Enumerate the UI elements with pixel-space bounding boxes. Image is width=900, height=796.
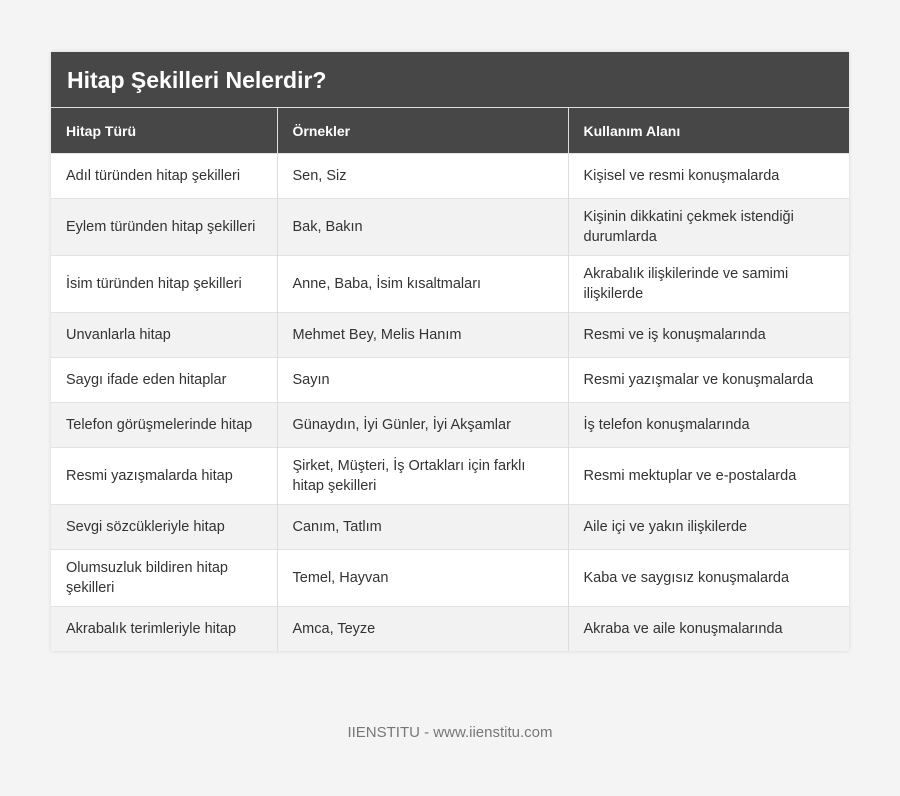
table-cell: Telefon görüşmelerinde hitap [51, 402, 278, 448]
table-row: Saygı ifade eden hitaplar Sayın Resmi yazı… [51, 357, 849, 403]
table-cell: Kişinin dikkatini çekmek istendiği durum… [568, 198, 849, 256]
table-cell: Unvanlarla hitap [51, 312, 278, 358]
table-title: Hitap Şekilleri Nelerdir? [51, 52, 849, 108]
table-cell: Sayın [277, 357, 569, 403]
table-cell: İş telefon konuşmalarında [568, 402, 849, 448]
table-cell: Günaydın, İyi Günler, İyi Akşamlar [277, 402, 569, 448]
table-cell: Olumsuzluk bildiren hitap şekilleri [51, 549, 278, 607]
table-cell: Sevgi sözcükleriyle hitap [51, 504, 278, 550]
table-cell: Resmi mektuplar ve e-postalarda [568, 447, 849, 505]
table-row: Unvanlarla hitap Mehmet Bey, Melis Hanım R… [51, 312, 849, 358]
table-row: Telefon görüşmelerinde hitap Günaydın, İy… [51, 402, 849, 448]
data-table: Hitap Türü Örnekler Kullanım Alanı Adıl … [51, 108, 849, 651]
table-cell: Eylem türünden hitap şekilleri [51, 198, 278, 256]
table-cell: Akraba ve aile konuşmalarında [568, 606, 849, 651]
header-cell: Kullanım Alanı [568, 108, 849, 154]
table-cell: Canım, Tatlım [277, 504, 569, 550]
table-row: Sevgi sözcükleriyle hitap Canım, Tatlım Ai… [51, 504, 849, 550]
table-cell: Adıl türünden hitap şekilleri [51, 153, 278, 199]
footer-credit: IIENSTITU - www.iienstitu.com [347, 724, 553, 741]
table-cell: Şirket, Müşteri, İş Ortakları için farkl… [277, 447, 569, 505]
table-cell: Saygı ifade eden hitaplar [51, 357, 278, 403]
table-card: Hitap Şekilleri Nelerdir? Hitap Türü Örn… [51, 52, 849, 651]
table-cell: Akrabalık terimleriyle hitap [51, 606, 278, 651]
table-cell: İsim türünden hitap şekilleri [51, 255, 278, 313]
table-cell: Amca, Teyze [277, 606, 569, 651]
table-cell: Kişisel ve resmi konuşmalarda [568, 153, 849, 199]
table-row: Olumsuzluk bildiren hitap şekilleri Temel… [51, 549, 849, 607]
table-row: Adıl türünden hitap şekilleri Sen, Siz Kiş… [51, 153, 849, 199]
table-cell: Bak, Bakın [277, 198, 569, 256]
header-cell: Örnekler [277, 108, 569, 154]
table-cell: Aile içi ve yakın ilişkilerde [568, 504, 849, 550]
table-cell: Resmi yazışmalarda hitap [51, 447, 278, 505]
table-cell: Anne, Baba, İsim kısaltmaları [277, 255, 569, 313]
table-row: Resmi yazışmalarda hitap Şirket, Müşteri,… [51, 447, 849, 505]
table-cell: Resmi ve iş konuşmalarında [568, 312, 849, 358]
table-cell: Akrabalık ilişkilerinde ve samimi ilişki… [568, 255, 849, 313]
table-row: Eylem türünden hitap şekilleri Bak, Bakın… [51, 198, 849, 256]
table-row: Akrabalık terimleriyle hitap Amca, Teyze A… [51, 606, 849, 651]
table-cell: Temel, Hayvan [277, 549, 569, 607]
table-cell: Resmi yazışmalar ve konuşmalarda [568, 357, 849, 403]
table-cell: Mehmet Bey, Melis Hanım [277, 312, 569, 358]
table-row: İsim türünden hitap şekilleri Anne, Baba,… [51, 255, 849, 313]
table-cell: Kaba ve saygısız konuşmalarda [568, 549, 849, 607]
table-cell: Sen, Siz [277, 153, 569, 199]
header-cell: Hitap Türü [51, 108, 278, 154]
header-row: Hitap Türü Örnekler Kullanım Alanı [51, 108, 849, 154]
